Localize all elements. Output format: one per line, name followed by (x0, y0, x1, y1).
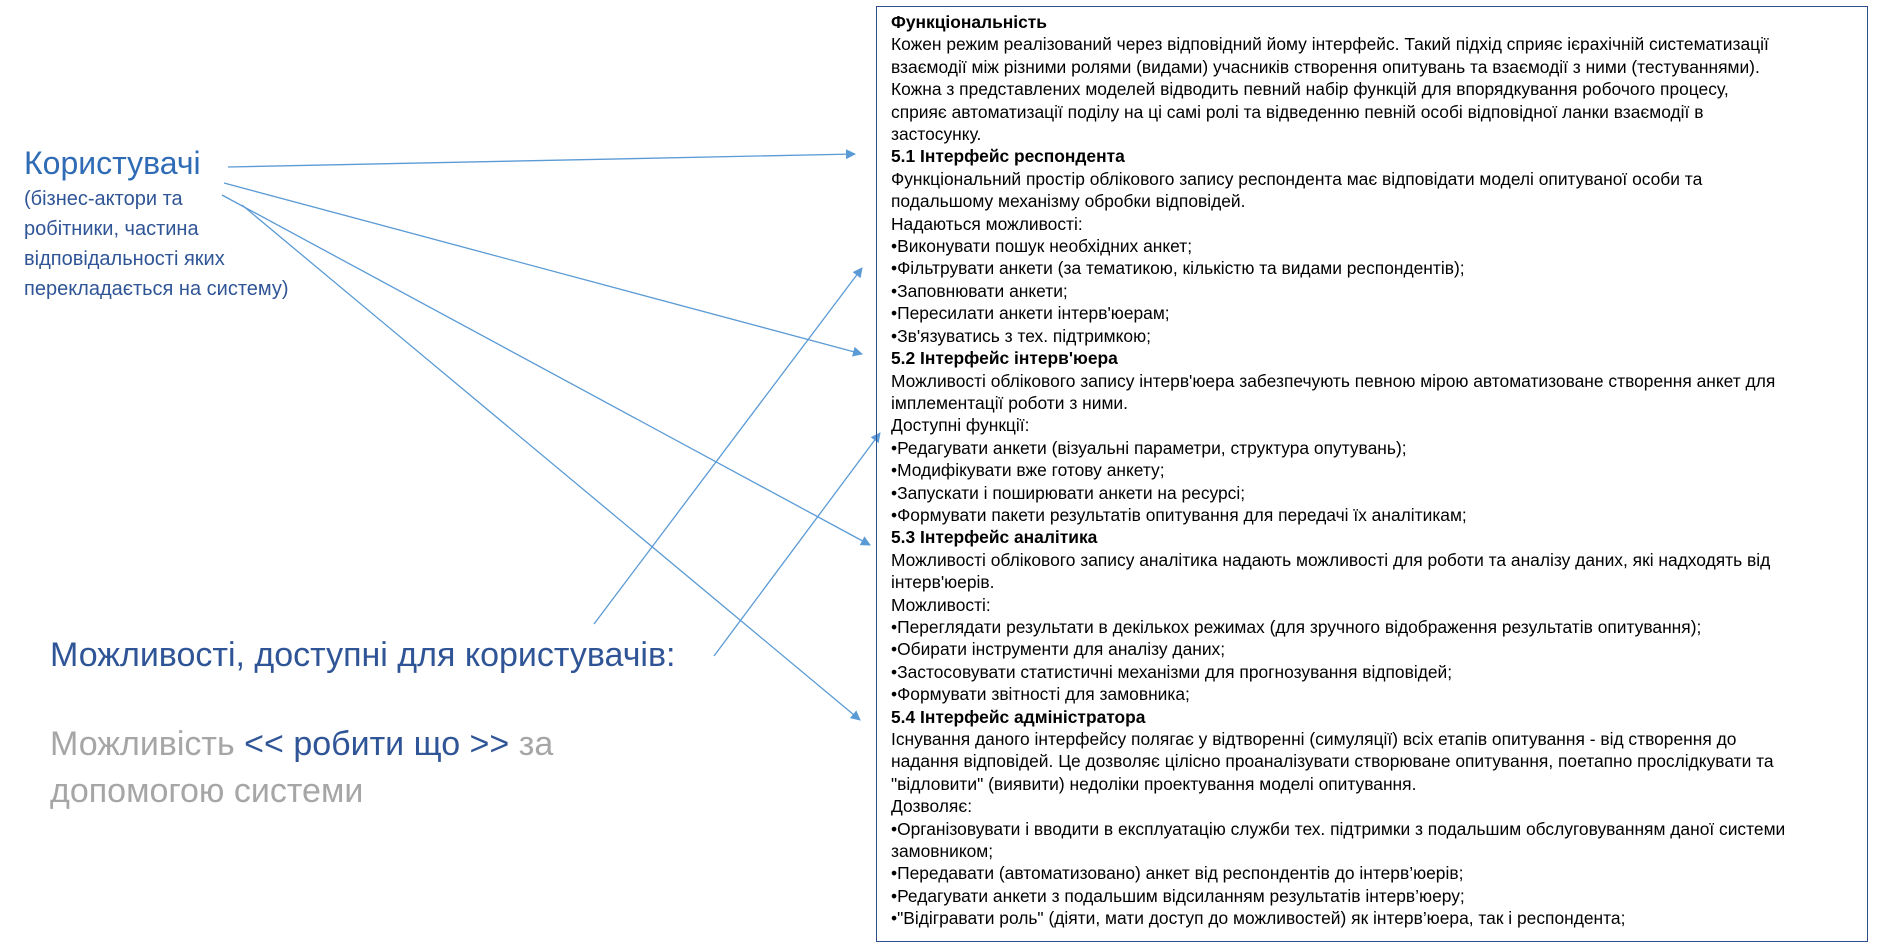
text-line: •Застосовувати статистичні механізми для… (891, 661, 1453, 682)
text-line: інтерв'юерів. (891, 572, 995, 593)
text-line: •Формувати звітності для замовника; (891, 684, 1190, 705)
text-line: Існування даного інтерфейсу полягає у ві… (891, 729, 1737, 749)
text-line: Можливості облікового запису інтерв'юера… (891, 370, 1776, 391)
template-verb: << робити що >> (244, 725, 510, 763)
text-line: •"Відігравати роль" (діяти, мати доступ … (891, 908, 1626, 929)
template-suffix: за допомогою системи (50, 725, 554, 810)
text-line: •Запускати і поширювати анкети на ресурс… (891, 482, 1246, 503)
users-subtitle-line: відповідальності яких (24, 248, 225, 270)
functionality-text-box: Функціональність Кожен режим реалізований… (876, 6, 1868, 942)
capabilities-heading: Можливості, доступні для користувачів: (50, 636, 676, 674)
users-subtitle: (бізнес-актори та робітники, частина від… (24, 184, 344, 304)
text-line: •Виконувати пошук необхідних анкет; (891, 236, 1193, 257)
text-line: сприяє автоматизації поділу на ці самі р… (891, 101, 1704, 122)
section-heading: Функціональність (891, 12, 1047, 32)
arrow-users-to-interviewer (223, 182, 863, 357)
users-subtitle-line: (бізнес-актори та (24, 188, 183, 210)
template-prefix: Можливість (50, 725, 245, 763)
text-line: імплементації роботи з ними. (891, 392, 1128, 413)
text-line: •Модифікувати вже готову анкету; (891, 460, 1165, 481)
text-line: •Редагувати анкети (візуальні параметри,… (891, 437, 1407, 458)
text-line: •Фільтрувати анкети (за тематикою, кільк… (891, 258, 1465, 279)
text-line: Кожен режим реалізований через відповідн… (891, 34, 1769, 55)
arrow-users-to-analyst (221, 194, 871, 546)
users-subtitle-line: робітники, частина (24, 218, 199, 240)
text-line: замовником; (891, 841, 994, 862)
users-block: Користувачі (бізнес-актори та робітники,… (24, 144, 344, 304)
text-line: застосунку. (891, 124, 982, 145)
capability-template: Можливість << робити що >> за допомогою … (50, 721, 610, 815)
arrow-users-to-functionality (227, 149, 856, 168)
section-heading: 5.4 Інтерфейс адміністратора (891, 706, 1146, 727)
text-line: Доступні функції: (891, 415, 1030, 436)
text-line: Кожна з представлених моделей відводить … (891, 79, 1729, 100)
users-title: Користувачі (24, 145, 201, 181)
arrow-capabilities-to-respondent-list (593, 267, 863, 625)
text-line: •Переглядати результати в декількох режи… (891, 616, 1702, 637)
section-heading: 5.2 Інтерфейс інтерв'юера (891, 348, 1118, 369)
text-line: надання відповідей. Це дозволяє цілісно … (891, 751, 1774, 772)
text-line: Можливості облікового запису аналітика н… (891, 549, 1771, 570)
text-line: Функціональний простір облікового запису… (891, 168, 1703, 189)
section-heading: 5.3 Інтерфейс аналітика (891, 527, 1098, 548)
text-line: •Редагувати анкети з подальшим відсиланн… (891, 885, 1465, 906)
text-line: •Передавати (автоматизовано) анкет від р… (891, 863, 1464, 884)
text-line: подальшому механізму обробки відповідей. (891, 191, 1246, 212)
text-line: "відловити" (виявити) недоліки проектува… (891, 773, 1417, 794)
text-line: •Зв'язуватись з тех. підтримкою; (891, 325, 1151, 346)
arrow-users-to-admin (241, 204, 861, 721)
text-line: взаємодії між різними ролями (видами) уч… (891, 56, 1760, 77)
text-line: •Формувати пакети результатів опитування… (891, 504, 1467, 525)
users-subtitle-line: перекладається на систему) (24, 278, 289, 300)
text-line: Надаються можливості: (891, 213, 1083, 234)
arrow-capabilities-to-interviewer-list (713, 432, 881, 657)
text-line: •Заповнювати анкети; (891, 280, 1068, 301)
text-line: Дозволяє: (891, 796, 973, 817)
text-line: Можливості: (891, 594, 991, 615)
text-line: •Обирати інструменти для аналізу даних; (891, 639, 1226, 660)
text-line: •Пересилати анкети інтерв'юерам; (891, 303, 1170, 324)
section-heading: 5.1 Інтерфейс респондента (891, 146, 1125, 167)
text-line: •Організовувати і вводити в експлуатацію… (891, 818, 1786, 839)
